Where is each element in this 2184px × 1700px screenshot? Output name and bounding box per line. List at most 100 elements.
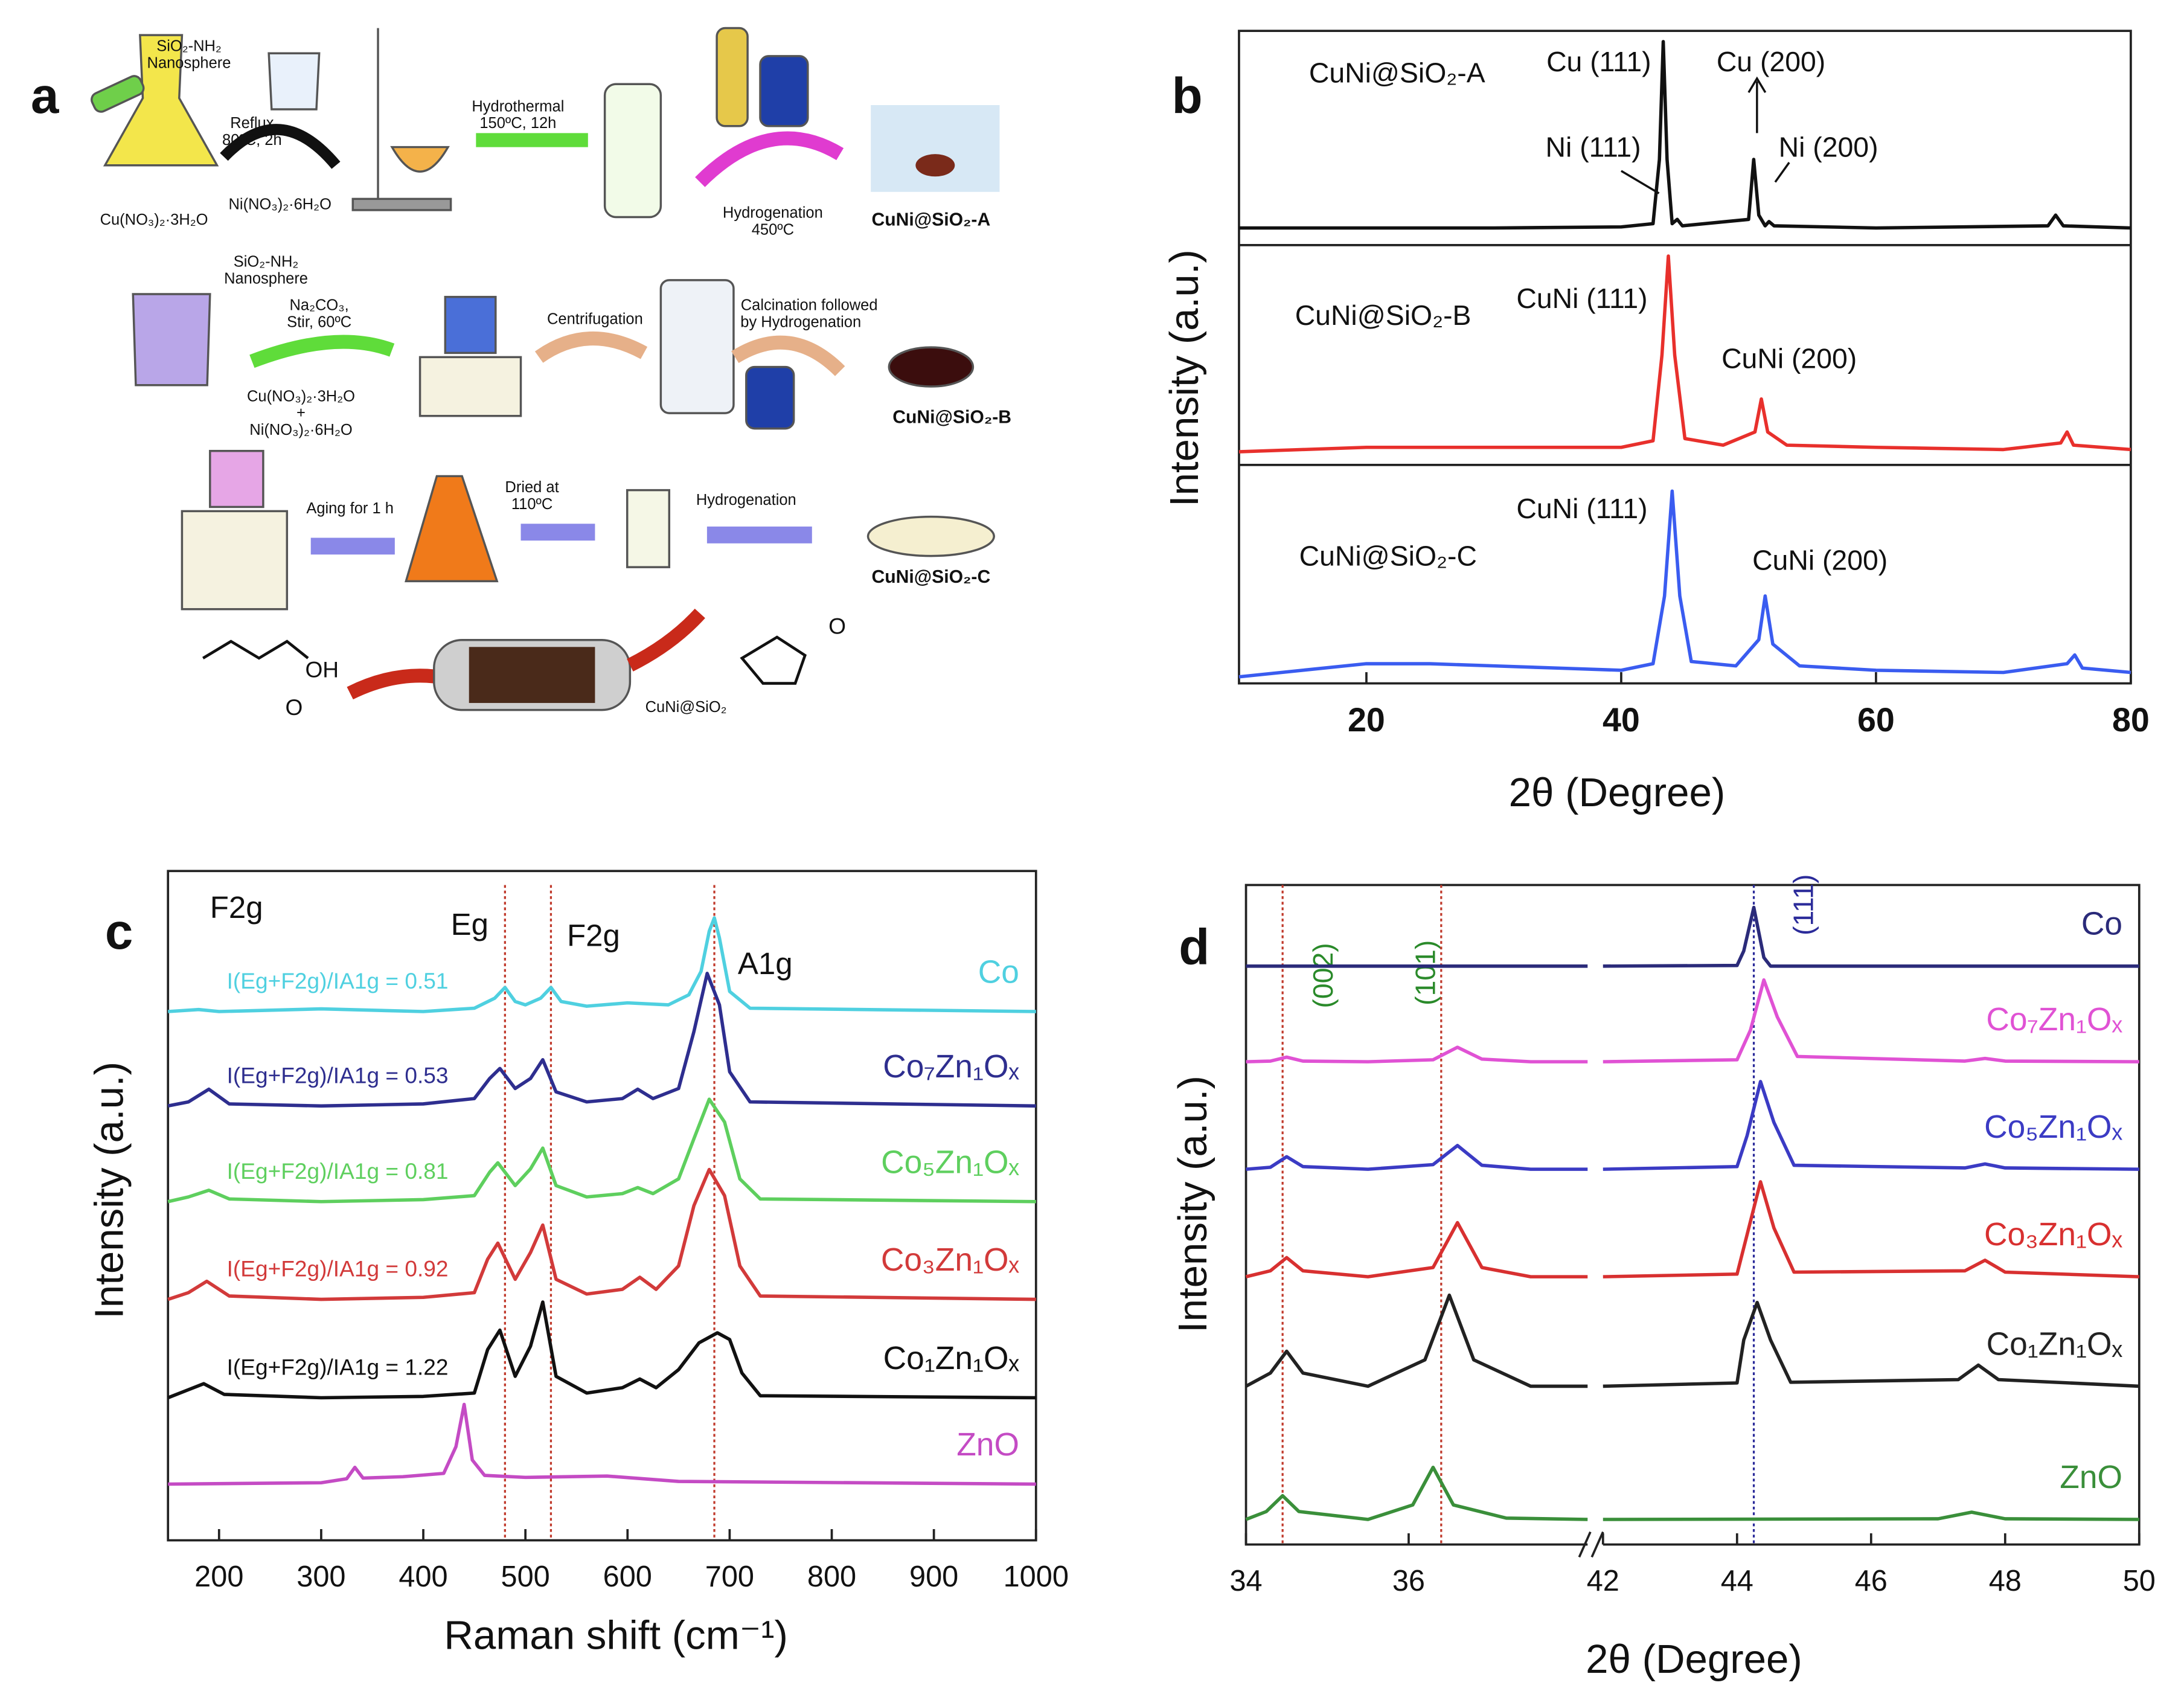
- photo: [871, 105, 1000, 192]
- tube: [91, 75, 145, 113]
- series-label: Co₅Zn₁Oₓ: [1984, 1109, 2122, 1145]
- x-tick-label: 36: [1392, 1565, 1425, 1597]
- x-tick-label: 40: [1603, 701, 1640, 739]
- flask: [103, 34, 219, 167]
- schematic-label: Reflux: [230, 115, 274, 132]
- x-tick-label: 42: [1587, 1565, 1619, 1597]
- h2-tank: [745, 365, 795, 430]
- schematic-label: Hydrogenation: [696, 492, 796, 508]
- schematic-label: Cu(NO₃)₂·3H₂O: [100, 211, 208, 228]
- schematic-label: by Hydrogenation: [740, 313, 861, 330]
- x-tick-label: 44: [1721, 1565, 1753, 1597]
- panel-letter: c: [105, 903, 133, 960]
- dish: [888, 346, 975, 388]
- spectrum-line: [1603, 1080, 2139, 1171]
- schematic-label: Centrifugation: [547, 311, 643, 328]
- schematic-label: SiO₂-NH₂: [234, 254, 299, 271]
- spectrum-line: [1603, 1180, 2139, 1278]
- schematic-label: Hydrogenation: [723, 205, 823, 222]
- spectrum-line: [168, 1402, 1036, 1486]
- series-label: Co₅Zn₁Oₓ: [881, 1144, 1019, 1180]
- arrow: [731, 335, 845, 376]
- schematic-label: O: [285, 694, 303, 720]
- x-axis-label: Raman shift (cm⁻¹): [444, 1613, 788, 1658]
- stirrer: [418, 356, 522, 417]
- spectrum-line: [1246, 1144, 1588, 1171]
- spectrum-line: [167, 1097, 1036, 1204]
- beaker: [444, 295, 497, 354]
- series-label: Co: [978, 955, 1019, 990]
- series-label: ZnO: [2060, 1460, 2122, 1495]
- spectrum-line: [1246, 1045, 1588, 1063]
- schematic-label: 450ºC: [752, 221, 794, 238]
- stirrer: [181, 510, 289, 611]
- cylinder: [716, 27, 749, 127]
- ratio-label: I(Eg+F2g)/IA1g = 0.53: [227, 1062, 449, 1088]
- schematic-label: Dried at: [505, 479, 559, 496]
- x-tick-label: 700: [705, 1560, 754, 1593]
- x-tick-label: 48: [1989, 1565, 2022, 1597]
- peak-label: Ni (111): [1546, 132, 1641, 163]
- series-label: CuNi@SiO₂-C: [1299, 540, 1477, 572]
- stand-base: [351, 197, 452, 211]
- peak-label: CuNi (111): [1516, 493, 1647, 524]
- x-tick-label: 200: [194, 1560, 243, 1593]
- plane-label: (101): [1409, 940, 1441, 1006]
- schematic-label: +: [296, 405, 306, 422]
- y-axis-label: Intensity (a.u.): [1170, 1076, 1215, 1333]
- gvl: [740, 635, 807, 685]
- ratio-label: I(Eg+F2g)/IA1g = 1.22: [227, 1354, 449, 1379]
- schematic-label: Cu(NO₃)₂·3H₂O: [247, 388, 355, 405]
- beaker: [267, 52, 321, 111]
- plot-frame: [1244, 884, 2141, 1546]
- schematic-label: Calcination followed: [741, 297, 878, 314]
- arrow: [695, 131, 844, 187]
- levulinic-acid: [202, 640, 309, 660]
- y-axis-label: Intensity (a.u.): [86, 1062, 132, 1319]
- spectrum-line: [1603, 1300, 2139, 1388]
- schematic-label: Ni(NO₃)₂·6H₂O: [249, 422, 352, 438]
- schematic: [91, 27, 1000, 711]
- x-tick-label: 34: [1229, 1565, 1262, 1597]
- schematic-label: O: [828, 614, 846, 639]
- spectrum-line: [167, 1167, 1036, 1301]
- dish: [866, 515, 995, 557]
- plot-frame: [167, 870, 1037, 1542]
- series-label: Co₃Zn₁Oₓ: [1984, 1217, 2123, 1253]
- x-tick-label: 300: [296, 1560, 345, 1593]
- x-tick-label: 20: [1348, 701, 1385, 739]
- series-label: CuNi@SiO₂-B: [1295, 300, 1471, 331]
- ratio-label: I(Eg+F2g)/IA1g = 0.51: [227, 968, 449, 993]
- dryer: [626, 489, 671, 568]
- beaker: [209, 449, 264, 508]
- schematic-label: 110ºC: [511, 496, 552, 513]
- x-tick-label: 600: [603, 1560, 652, 1593]
- schematic-label: Na₂CO₃,: [290, 297, 349, 314]
- ratio-label: I(Eg+F2g)/IA1g = 0.81: [227, 1158, 449, 1184]
- peak-label: CuNi (200): [1721, 343, 1857, 374]
- x-tick-label: 50: [2123, 1565, 2156, 1597]
- peak-label: Cu (200): [1717, 46, 1825, 77]
- peak-label: Ni (200): [1779, 132, 1878, 163]
- mode-label: A1g: [738, 946, 793, 981]
- schematic-label: CuNi@SiO₂-A: [871, 210, 990, 230]
- spectrum-line: [167, 972, 1036, 1108]
- spectrum-line: [1238, 254, 2131, 454]
- flask: [390, 146, 450, 173]
- plot-frame: [1238, 30, 2132, 685]
- x-tick-label: 46: [1855, 1565, 1888, 1597]
- y-axis-label: Intensity (a.u.): [1162, 249, 1207, 507]
- schematic-label: Nanosphere: [147, 54, 231, 71]
- mode-label: Eg: [451, 907, 488, 941]
- schematic-label: Stir, 60ºC: [287, 313, 351, 330]
- sample: [915, 154, 955, 177]
- series-label: Co₇Zn₁Oₓ: [883, 1049, 1019, 1085]
- arrow: [220, 124, 341, 169]
- x-tick-label: 1000: [1004, 1560, 1069, 1593]
- plane-label: (002): [1307, 943, 1339, 1008]
- x-axis-label: 2θ (Degree): [1586, 1637, 1802, 1682]
- flask: [405, 475, 499, 583]
- x-tick-label: 60: [1857, 701, 1895, 739]
